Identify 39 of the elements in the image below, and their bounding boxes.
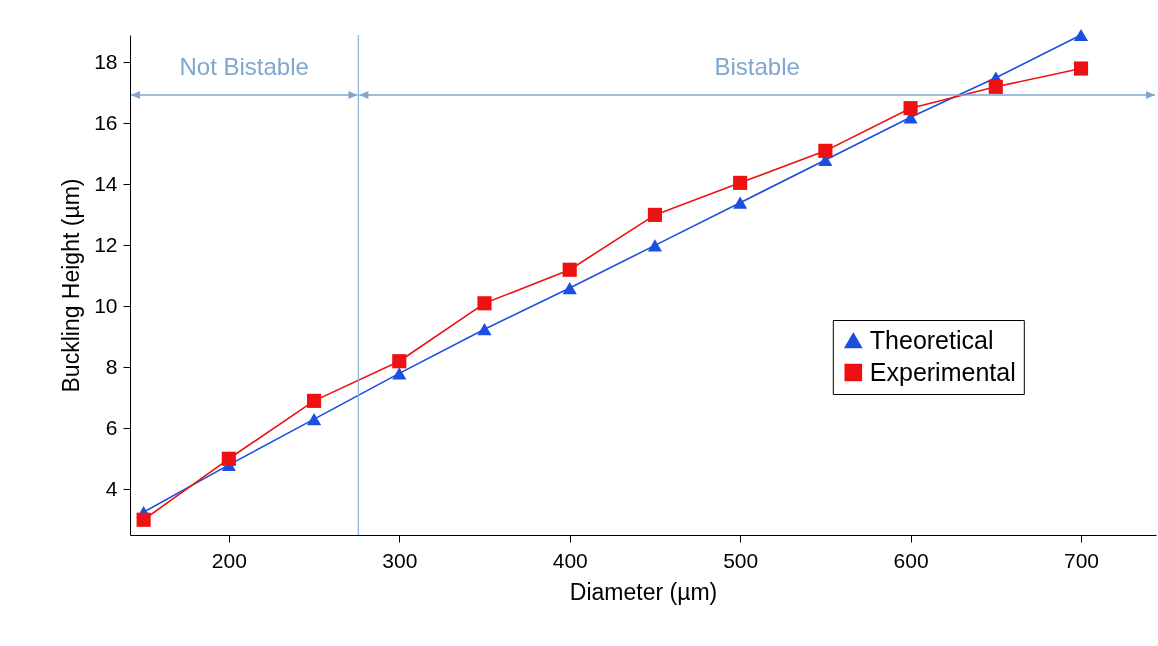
point	[903, 101, 918, 116]
point	[733, 196, 748, 209]
x-tick-label: 200	[211, 548, 247, 572]
x-tick-label: 700	[1063, 548, 1100, 572]
point	[1073, 28, 1089, 42]
point	[562, 262, 577, 277]
point	[647, 239, 662, 252]
y-tick-label: 18	[94, 49, 118, 73]
point	[647, 207, 662, 222]
point	[733, 175, 748, 190]
y-axis-title: Buckling Height (µm)	[58, 178, 85, 393]
point	[477, 323, 492, 336]
legend-label: Theoretical	[869, 325, 994, 354]
y-tick-label: 16	[94, 110, 118, 134]
y-tick-label: 14	[94, 171, 118, 195]
point	[392, 354, 407, 369]
x-tick-label: 400	[552, 548, 588, 572]
point	[307, 413, 322, 426]
point	[392, 367, 407, 380]
x-tick-label: 300	[382, 548, 418, 572]
y-tick-label: 4	[105, 476, 118, 500]
point	[988, 79, 1003, 94]
point	[562, 281, 577, 295]
annotation: Bistable	[714, 53, 800, 80]
x-tick-label: 600	[893, 548, 929, 572]
point	[818, 143, 833, 158]
y-tick-label: 8	[105, 354, 118, 378]
point	[307, 393, 322, 408]
point	[1073, 61, 1089, 76]
point	[221, 451, 236, 466]
y-tick-label: 6	[105, 415, 118, 439]
x-axis-title: Diameter (µm)	[569, 578, 718, 605]
x-tick-label: 500	[723, 548, 759, 572]
point	[136, 512, 151, 527]
point	[477, 296, 492, 311]
y-tick-label: 12	[94, 232, 118, 256]
y-tick-label: 10	[94, 293, 118, 317]
annotation: Not Bistable	[179, 53, 309, 80]
legend-label: Experimental	[869, 357, 1016, 386]
